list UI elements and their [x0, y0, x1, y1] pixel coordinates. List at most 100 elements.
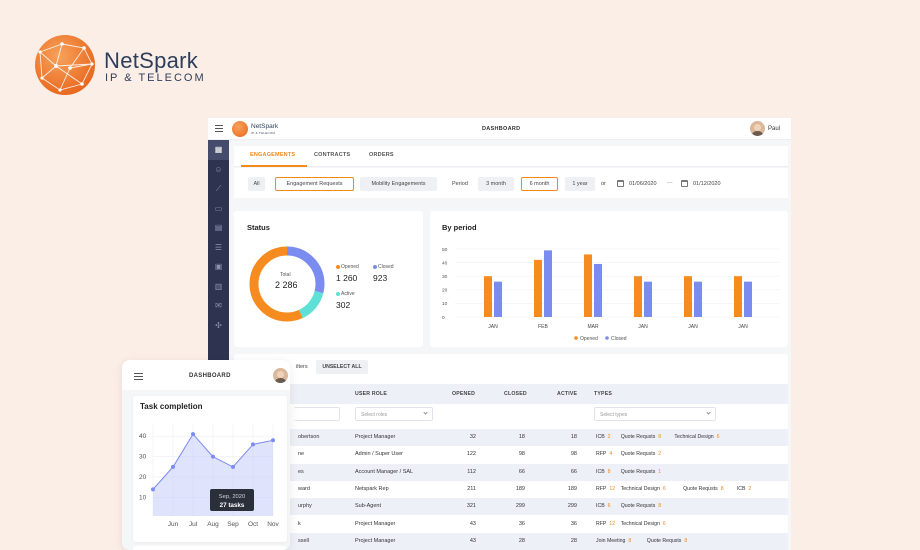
by-period-card: By period 50 40 30 20 10 0 JAN FEB MAR JAN JAN JAN O… — [430, 211, 788, 347]
filter-mobility-engagements-button[interactable]: Mobility Engagements — [360, 177, 437, 191]
type-tag[interactable]: ICB 6 — [596, 503, 611, 509]
cell-name: k — [298, 520, 301, 527]
bar-opened[interactable] — [634, 276, 642, 317]
sidebar-receipt-icon[interactable]: ▤ — [214, 223, 223, 233]
filters-button[interactable]: ilters — [296, 364, 308, 370]
tab-active-underline — [241, 165, 307, 167]
type-tag[interactable]: RFP 4 — [596, 451, 612, 457]
cell-name: ssell — [298, 537, 310, 544]
cell-opened: 122 — [466, 451, 476, 458]
type-tag-count: 12 — [609, 520, 616, 527]
cell-name: obertson — [298, 434, 320, 440]
line-point[interactable] — [171, 464, 175, 469]
donut-closed-segment — [249, 246, 325, 322]
line-point[interactable] — [151, 487, 155, 492]
bar-closed[interactable] — [544, 250, 552, 317]
bar-opened[interactable] — [734, 276, 742, 317]
col-header-types[interactable]: TYPES — [594, 391, 613, 397]
sidebar-network-icon[interactable]: ✣ — [215, 320, 222, 330]
sidebar-document-icon[interactable]: ▭ — [214, 203, 223, 213]
type-tag[interactable]: Quote Requsts 1 — [621, 469, 662, 475]
bar-closed[interactable] — [694, 281, 702, 317]
sidebar-invoice-icon[interactable]: ▥ — [214, 281, 223, 291]
bar-closed[interactable] — [644, 281, 652, 317]
sidebar-users-icon[interactable]: ☺ — [214, 164, 223, 174]
tab-orders[interactable]: ORDERS — [369, 152, 394, 158]
y-tick-label: 20 — [442, 288, 448, 294]
tab-engagements[interactable]: ENGAGEMENTS — [250, 152, 296, 158]
bar-opened[interactable] — [534, 259, 542, 317]
table-row[interactable]: urphy Sub-Agent 321 299 299 ICB 6 Quote Requsts… — [234, 498, 788, 516]
filter-engagement-requests-button[interactable]: Engagement Requests — [275, 177, 354, 191]
period-6-month-button[interactable]: 6 month — [521, 177, 558, 191]
type-tag-count: 1 — [658, 468, 662, 475]
sidebar-grid-icon[interactable]: ▦ — [208, 140, 229, 160]
type-tag-label: Technical Design — [674, 434, 714, 440]
type-tag[interactable]: Join Meeting 8 — [596, 538, 631, 544]
types-select[interactable]: Select types — [594, 407, 716, 421]
unselect-all-button[interactable]: UNSELECT ALL — [316, 360, 368, 374]
period-3-month-button[interactable]: 3 month — [478, 177, 514, 191]
line-point[interactable] — [231, 464, 235, 469]
calendar-from-icon[interactable] — [617, 180, 624, 187]
calendar-to-icon[interactable] — [681, 180, 688, 187]
filter-all-button[interactable]: All — [248, 177, 265, 191]
type-tag-label: ICB — [736, 485, 746, 492]
type-tag[interactable]: Quote Requsts 8 — [683, 486, 724, 492]
bar-closed[interactable] — [494, 281, 502, 317]
type-tag[interactable]: RFP 12 — [596, 521, 615, 527]
period-1-year-button[interactable]: 1 year — [565, 177, 595, 191]
date-from-field[interactable]: 01/06/2020 — [629, 181, 657, 187]
line-point[interactable] — [251, 442, 255, 447]
type-tag[interactable]: Quote Requsts 8 — [621, 503, 662, 509]
col-header-user-role[interactable]: USER ROLE — [355, 391, 388, 397]
hamburger-menu-icon[interactable] — [215, 125, 223, 132]
table-row[interactable]: ward Netspark Rep 211 189 189 RFP 12 Technical … — [234, 481, 788, 498]
line-point[interactable] — [211, 454, 215, 459]
sidebar-calendar-icon[interactable]: ▣ — [214, 262, 223, 272]
bar-closed[interactable] — [744, 281, 752, 317]
mobile-hamburger-menu-icon[interactable] — [134, 373, 143, 380]
type-tag[interactable]: Quote Requsts 2 — [621, 451, 662, 457]
bar-closed[interactable] — [594, 263, 602, 317]
bar-opened[interactable] — [684, 276, 692, 317]
mini-brand-tagline: IP & TELECOM — [251, 131, 276, 135]
type-tag[interactable]: RFP 12 — [596, 486, 615, 492]
type-tag[interactable]: ICB 2 — [737, 486, 752, 492]
col-header-active[interactable]: ACTIVE — [557, 391, 578, 397]
type-tag[interactable]: Technical Design 6 — [621, 521, 666, 527]
name-filter-input[interactable] — [294, 407, 340, 421]
date-to-field[interactable]: 01/12/2020 — [693, 181, 721, 187]
sidebar-sliders-icon[interactable]: ☰ — [214, 242, 223, 252]
sidebar-chart-icon[interactable]: ⟋ — [215, 183, 222, 193]
tab-contracts[interactable]: CONTRACTS — [314, 152, 351, 158]
mini-logo[interactable]: NetSpark IP & TELECOM — [232, 121, 292, 137]
type-tag[interactable]: Technical Design 6 — [621, 486, 666, 492]
table-row[interactable]: k Project Manager 43 36 36 RFP 12 Technical Des… — [234, 516, 788, 533]
type-tag[interactable]: ICB 8 — [596, 469, 611, 475]
type-tag[interactable]: Technical Design 6 — [674, 434, 719, 440]
table-row[interactable]: ne Admin / Super User 122 98 98 RFP 4 Quote Req… — [234, 446, 788, 463]
user-name[interactable]: Paul — [768, 126, 781, 132]
col-header-opened[interactable]: OPENED — [452, 391, 476, 397]
roles-select[interactable]: Select roles — [355, 407, 433, 421]
line-point[interactable] — [191, 432, 195, 437]
sidebar-mail-icon[interactable]: ✉ — [215, 301, 222, 311]
bar-opened[interactable] — [584, 254, 592, 317]
type-tag[interactable]: Quote Requsts 8 — [647, 538, 688, 544]
col-header-closed[interactable]: CLOSED — [504, 391, 527, 397]
mobile-avatar[interactable] — [273, 368, 288, 383]
table-row[interactable]: es Account Manager / SAL 112 66 66 ICB 8 Quote … — [234, 463, 788, 481]
table-row[interactable]: obertson Project Manager 32 18 18 ICB 2 Quote R… — [234, 429, 788, 446]
chevron-down-icon — [423, 410, 428, 415]
legend-active-dot — [336, 292, 340, 296]
line-point[interactable] — [271, 438, 275, 443]
y-tick-label: 0 — [442, 315, 445, 321]
type-tag[interactable]: Quote Requsts 8 — [621, 434, 662, 440]
type-tag[interactable]: ICB 2 — [596, 434, 611, 440]
bar-opened[interactable] — [484, 276, 492, 317]
cell-active: 66 — [570, 468, 577, 475]
legend-opened-label: Opened — [580, 336, 598, 342]
table-row[interactable]: ssell Project Manager 43 28 28 Join Meeting 8 Q… — [234, 532, 788, 550]
avatar[interactable] — [750, 121, 765, 136]
